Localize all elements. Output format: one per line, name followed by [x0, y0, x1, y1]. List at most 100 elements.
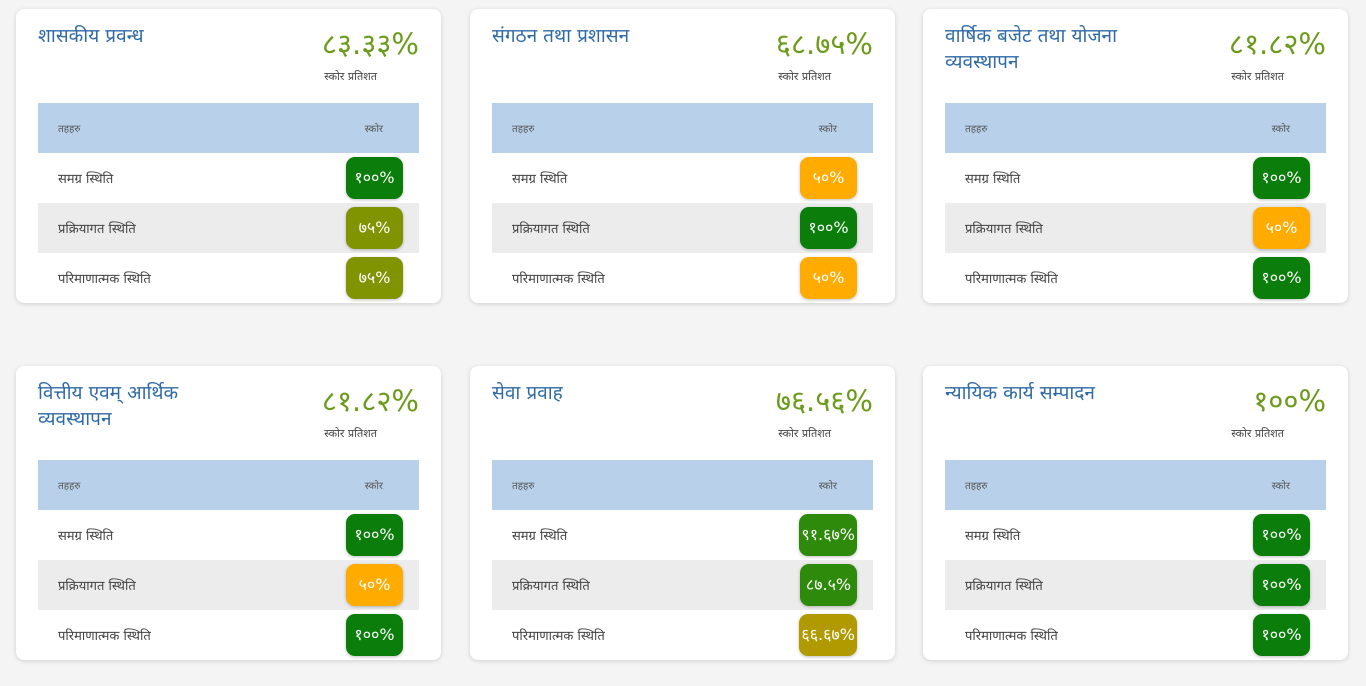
row-label: प्रक्रियागत स्थिति — [492, 203, 701, 253]
table-row: परिमाणात्मक स्थिति ६६.६७% — [492, 610, 873, 660]
table-row: समग्र स्थिति १००% — [945, 153, 1326, 203]
row-label: समग्र स्थिति — [512, 172, 568, 187]
card-score-percent: ८१.८२% — [321, 384, 419, 418]
table-header: तहहरु स्कोर — [945, 103, 1326, 153]
score-badge: १००% — [346, 614, 403, 656]
score-percent-label: स्कोर प्रतिशत — [778, 70, 831, 83]
score-percent-label: स्कोर प्रतिशत — [324, 70, 377, 83]
card-score-percent: ७६.५६% — [775, 384, 873, 418]
score-badge: १००% — [1253, 564, 1310, 606]
col-score: स्कोर — [1153, 103, 1326, 153]
table-row: प्रक्रियागत स्थिति १००% — [492, 203, 873, 253]
card-score-percent: ८३.३३% — [321, 27, 419, 61]
score-table: तहहरु स्कोर समग्र स्थिति ९१.६७% प्रक्रियाग… — [492, 460, 873, 660]
row-label: समग्र स्थिति — [965, 529, 1021, 544]
score-badge: १००% — [346, 157, 403, 199]
score-card: वित्तीय एवम् आर्थिक व्यवस्थापन ८१.८२% स्… — [16, 366, 441, 660]
row-label: प्रक्रियागत स्थिति — [492, 560, 701, 610]
card-title: वित्तीय एवम् आर्थिक व्यवस्थापन — [38, 382, 179, 430]
table-row: समग्र स्थिति ९१.६७% — [492, 510, 873, 560]
table-row: परिमाणात्मक स्थिति १००% — [945, 253, 1326, 303]
card-title: सेवा प्रवाह — [492, 382, 563, 404]
card-score-percent: ६८.७५% — [775, 27, 873, 61]
table-row: परिमाणात्मक स्थिति १००% — [945, 610, 1326, 660]
score-card: संगठन तथा प्रशासन ६८.७५% स्कोर प्रतिशत त… — [470, 9, 895, 303]
score-card: वार्षिक बजेट तथा योजना व्यवस्थापन ८१.८२%… — [923, 9, 1348, 303]
row-label: परिमाणात्मक स्थिति — [58, 629, 151, 644]
card-title: न्यायिक कार्य सम्पादन — [945, 382, 1095, 404]
row-label: समग्र स्थिति — [58, 529, 114, 544]
score-badge: ५०% — [800, 157, 857, 199]
col-tier: तहहरु — [38, 103, 247, 153]
score-badge: १००% — [800, 207, 857, 249]
table-row: प्रक्रियागत स्थिति १००% — [945, 560, 1326, 610]
col-tier: तहहरु — [945, 460, 1154, 510]
score-table: तहहरु स्कोर समग्र स्थिति १००% प्रक्रियागत … — [38, 103, 419, 303]
score-percent-label: स्कोर प्रतिशत — [324, 427, 377, 440]
row-label: प्रक्रियागत स्थिति — [945, 560, 1154, 610]
score-badge: ९१.६७% — [799, 514, 857, 556]
row-label: परिमाणात्मक स्थिति — [58, 272, 151, 287]
col-tier: तहहरु — [492, 460, 701, 510]
card-title: संगठन तथा प्रशासन — [492, 25, 630, 47]
col-score: स्कोर — [246, 103, 419, 153]
score-percent-label: स्कोर प्रतिशत — [1231, 70, 1284, 83]
col-tier: तहहरु — [945, 103, 1154, 153]
card-title: शासकीय प्रवन्ध — [38, 25, 144, 47]
table-header: तहहरु स्कोर — [945, 460, 1326, 510]
score-badge: ५०% — [346, 564, 403, 606]
table-header: तहहरु स्कोर — [492, 460, 873, 510]
score-badge: ७५% — [346, 257, 403, 299]
row-label: परिमाणात्मक स्थिति — [965, 272, 1058, 287]
table-row: प्रक्रियागत स्थिति ७५% — [38, 203, 419, 253]
score-badge: १००% — [1253, 257, 1310, 299]
row-label: परिमाणात्मक स्थिति — [512, 272, 605, 287]
table-row: परिमाणात्मक स्थिति ७५% — [38, 253, 419, 303]
score-badge: ६६.६७% — [799, 614, 857, 656]
row-label: प्रक्रियागत स्थिति — [38, 560, 247, 610]
table-header: तहहरु स्कोर — [492, 103, 873, 153]
score-badge: १००% — [1253, 614, 1310, 656]
card-title: वार्षिक बजेट तथा योजना व्यवस्थापन — [945, 25, 1118, 73]
card-score-percent: ८१.८२% — [1228, 27, 1326, 61]
col-score: स्कोर — [246, 460, 419, 510]
table-header: तहहरु स्कोर — [38, 460, 419, 510]
row-label: प्रक्रियागत स्थिति — [38, 203, 247, 253]
table-row: प्रक्रियागत स्थिति ८७.५% — [492, 560, 873, 610]
score-badge: १००% — [346, 514, 403, 556]
table-row: समग्र स्थिति १००% — [945, 510, 1326, 560]
table-row: प्रक्रियागत स्थिति ५०% — [945, 203, 1326, 253]
col-tier: तहहरु — [492, 103, 701, 153]
table-row: समग्र स्थिति १००% — [38, 510, 419, 560]
score-card: शासकीय प्रवन्ध ८३.३३% स्कोर प्रतिशत तहहर… — [16, 9, 441, 303]
score-badge: ८७.५% — [800, 564, 857, 606]
score-card: न्यायिक कार्य सम्पादन १००% स्कोर प्रतिशत… — [923, 366, 1348, 660]
score-badge: ५०% — [1253, 207, 1310, 249]
score-table: तहहरु स्कोर समग्र स्थिति १००% प्रक्रियागत … — [38, 460, 419, 660]
col-score: स्कोर — [700, 103, 873, 153]
row-label: परिमाणात्मक स्थिति — [512, 629, 605, 644]
score-badge: ५०% — [800, 257, 857, 299]
col-tier: तहहरु — [38, 460, 247, 510]
col-score: स्कोर — [700, 460, 873, 510]
score-table: तहहरु स्कोर समग्र स्थिति ५०% प्रक्रियागत स… — [492, 103, 873, 303]
score-badge: १००% — [1253, 514, 1310, 556]
score-table: तहहरु स्कोर समग्र स्थिति १००% प्रक्रियागत … — [945, 103, 1326, 303]
row-label: समग्र स्थिति — [512, 529, 568, 544]
row-label: समग्र स्थिति — [965, 172, 1021, 187]
row-label: प्रक्रियागत स्थिति — [945, 203, 1154, 253]
row-label: समग्र स्थिति — [58, 172, 114, 187]
score-badge: १००% — [1253, 157, 1310, 199]
score-table: तहहरु स्कोर समग्र स्थिति १००% प्रक्रियागत … — [945, 460, 1326, 660]
score-percent-label: स्कोर प्रतिशत — [778, 427, 831, 440]
card-score-percent: १००% — [1253, 384, 1326, 418]
row-label: परिमाणात्मक स्थिति — [965, 629, 1058, 644]
score-badge: ७५% — [346, 207, 403, 249]
col-score: स्कोर — [1153, 460, 1326, 510]
table-row: समग्र स्थिति ५०% — [492, 153, 873, 203]
score-percent-label: स्कोर प्रतिशत — [1231, 427, 1284, 440]
table-row: प्रक्रियागत स्थिति ५०% — [38, 560, 419, 610]
score-card: सेवा प्रवाह ७६.५६% स्कोर प्रतिशत तहहरु स्… — [470, 366, 895, 660]
table-row: समग्र स्थिति १००% — [38, 153, 419, 203]
table-header: तहहरु स्कोर — [38, 103, 419, 153]
